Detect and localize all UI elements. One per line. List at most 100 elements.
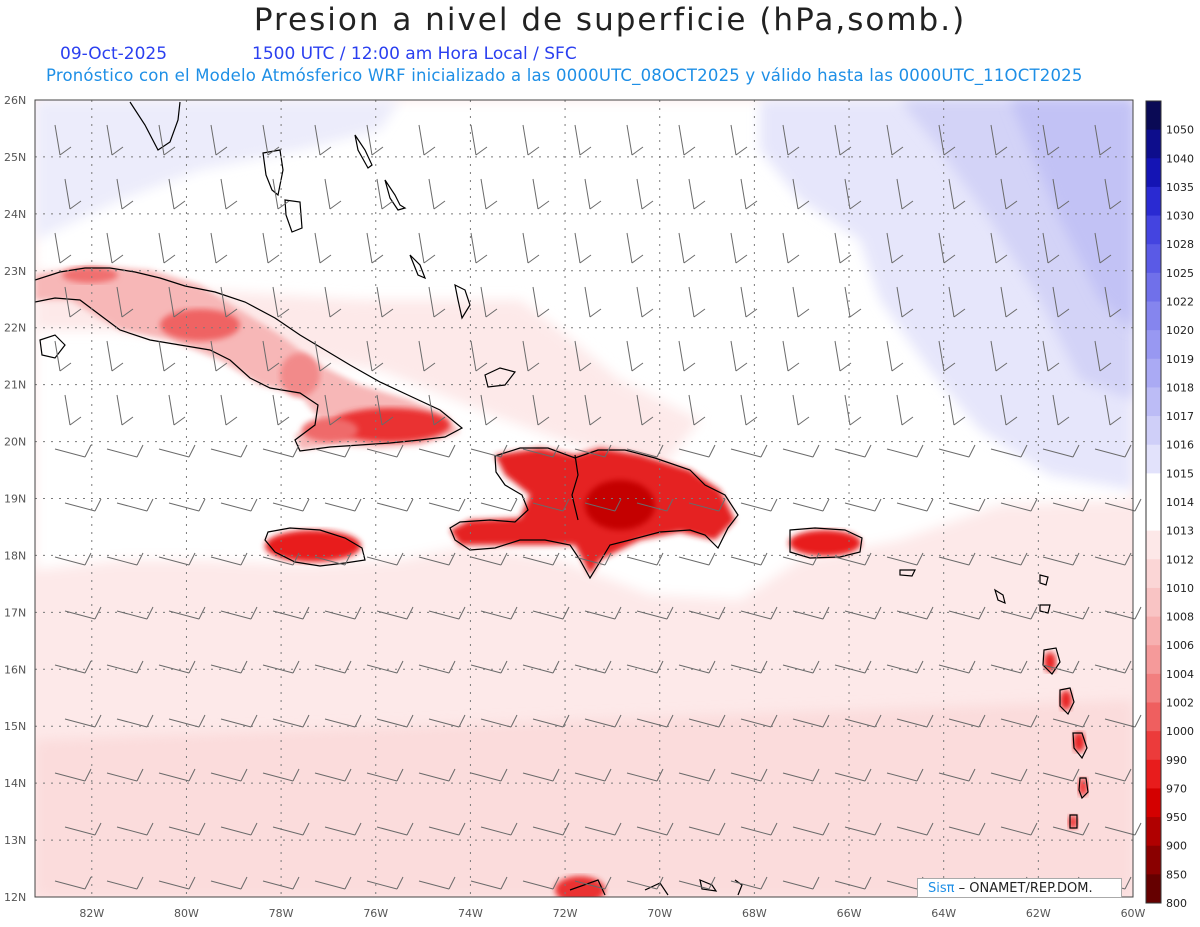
wind-barb xyxy=(428,178,446,210)
wind-barb xyxy=(688,178,706,210)
colorbar-label: 1022 xyxy=(1166,296,1194,309)
wind-barb xyxy=(480,394,498,426)
wind-barb xyxy=(740,178,758,210)
wind-barb xyxy=(1094,660,1132,674)
wind-barb xyxy=(574,660,612,674)
wind-barb xyxy=(220,498,258,512)
lat-label: 14N xyxy=(4,777,26,790)
wind-barb xyxy=(1000,822,1038,836)
wind-barb xyxy=(262,660,300,674)
wind-barb xyxy=(366,660,404,674)
wind-barb xyxy=(574,876,612,890)
wind-barb xyxy=(844,178,862,210)
wind-barb xyxy=(886,232,904,264)
wind-barb xyxy=(522,232,540,264)
wind-barb xyxy=(262,124,280,156)
colorbar-label: 1025 xyxy=(1166,267,1194,280)
wind-barb xyxy=(272,606,310,620)
wind-barb xyxy=(158,340,176,372)
colorbar-segment xyxy=(1146,358,1161,388)
lat-label: 12N xyxy=(4,891,26,904)
wind-barb xyxy=(522,444,560,458)
wind-barb xyxy=(730,232,748,264)
wind-barb xyxy=(948,822,986,836)
wind-barb xyxy=(116,606,154,620)
colorbar-segment xyxy=(1146,673,1161,703)
wind-barb xyxy=(314,552,352,566)
colorbar-segment xyxy=(1146,186,1161,217)
wind-barb xyxy=(678,552,716,566)
wind-barb xyxy=(678,124,696,156)
wind-barb xyxy=(938,552,976,566)
wind-barb xyxy=(470,124,488,156)
wind-barb xyxy=(210,552,248,566)
wind-barbs xyxy=(54,124,1142,890)
wind-barb xyxy=(168,714,206,728)
wind-barb xyxy=(272,498,310,512)
colorbar-label: 850 xyxy=(1166,868,1187,881)
wind-barb xyxy=(106,444,144,458)
wind-barb xyxy=(324,714,362,728)
colorbar-segment xyxy=(1146,759,1161,789)
colorbar-segment xyxy=(1146,788,1161,818)
colorbar-segment xyxy=(1146,444,1161,474)
lon-label: 64W xyxy=(931,907,956,920)
wind-barb xyxy=(896,714,934,728)
wind-barb xyxy=(626,876,664,890)
wind-barb xyxy=(366,232,384,264)
colorbar-label: 1004 xyxy=(1166,668,1194,681)
wind-barb xyxy=(948,394,966,426)
wind-barb xyxy=(1052,178,1070,210)
wind-barb xyxy=(844,606,882,620)
wind-barb xyxy=(64,394,82,426)
wind-barb xyxy=(532,606,570,620)
wind-barb xyxy=(740,286,758,318)
wind-barb xyxy=(210,768,248,782)
wind-barb xyxy=(116,822,154,836)
wind-barb xyxy=(792,714,830,728)
wind-barb xyxy=(688,394,706,426)
wind-barb xyxy=(1000,714,1038,728)
lon-label: 62W xyxy=(1026,907,1051,920)
wind-barb xyxy=(522,660,560,674)
wind-barb xyxy=(792,822,830,836)
wind-barb xyxy=(418,876,456,890)
wind-barb xyxy=(844,394,862,426)
wind-barb xyxy=(272,822,310,836)
wind-barb xyxy=(418,340,436,372)
forecast-date: 09-Oct-2025 xyxy=(60,44,168,64)
wind-barb xyxy=(896,606,934,620)
wind-barb xyxy=(262,876,300,890)
wind-barb xyxy=(938,340,956,372)
lat-label: 20N xyxy=(4,436,26,449)
wind-barb xyxy=(116,394,134,426)
wind-barb xyxy=(532,714,570,728)
wind-barb xyxy=(938,660,976,674)
wind-barb xyxy=(366,340,384,372)
wind-barb xyxy=(324,606,362,620)
wind-barb xyxy=(730,876,768,890)
wind-barb xyxy=(168,822,206,836)
wind-barb xyxy=(116,498,154,512)
wind-barb xyxy=(1000,606,1038,620)
wind-barb xyxy=(314,876,352,890)
wind-barb xyxy=(158,232,176,264)
wind-barb xyxy=(1104,606,1142,620)
wind-barb xyxy=(470,340,488,372)
wind-barb xyxy=(210,876,248,890)
colorbar-label: 1016 xyxy=(1166,439,1194,452)
wind-barb xyxy=(938,232,956,264)
lon-label: 76W xyxy=(363,907,388,920)
lat-label: 24N xyxy=(4,208,26,221)
wind-barb xyxy=(64,286,82,318)
wind-barb xyxy=(262,768,300,782)
wind-barb xyxy=(678,444,716,458)
wind-barb xyxy=(678,768,716,782)
wind-barb xyxy=(584,178,602,210)
wind-barb xyxy=(376,714,414,728)
wind-barb xyxy=(428,714,466,728)
colorbar-segment xyxy=(1146,616,1161,646)
wind-barb xyxy=(636,178,654,210)
wind-barb xyxy=(1052,498,1090,512)
wind-barb xyxy=(106,124,124,156)
